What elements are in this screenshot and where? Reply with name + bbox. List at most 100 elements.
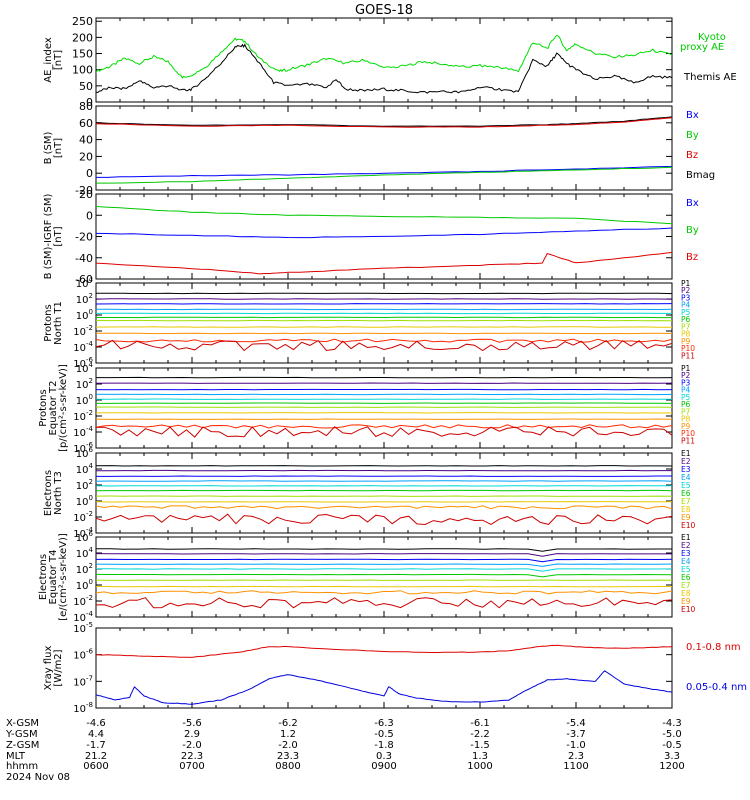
y-tick-label: 0 — [86, 167, 93, 180]
panel-data — [96, 548, 672, 609]
y-axis-label: North T3 — [53, 471, 64, 515]
ephem-value-hhmm: 0900 — [371, 761, 396, 772]
y-axis-label: Protons — [38, 389, 49, 426]
ephem-row-label: hhmm — [6, 761, 38, 772]
channel-line-9 — [96, 424, 672, 429]
ephem-row-label: MLT — [6, 751, 26, 762]
y-tick-label: 100 — [76, 578, 93, 592]
y-tick-label: 10-2 — [73, 324, 93, 338]
legend-label: E7 — [681, 497, 691, 506]
legend-label: E6 — [681, 573, 691, 582]
y-tick-label: 20 — [79, 150, 93, 163]
channel-line-0 — [96, 548, 672, 552]
legend-label: E1 — [681, 533, 691, 542]
plot-title: GOES-18 — [355, 3, 413, 18]
y-tick-label: 250 — [72, 15, 93, 28]
ephem-value-z: -1.7 — [86, 740, 106, 751]
y-tick-label: 100 — [72, 64, 93, 77]
ephem-value-mlt: 22.3 — [181, 751, 203, 762]
y-axis-label: Electrons — [43, 470, 54, 516]
y-axis-label: Electrons — [38, 554, 49, 600]
y-axis-label: Equator T2 — [48, 381, 59, 436]
legend-label: E9 — [681, 597, 691, 606]
legend-label: P3 — [681, 293, 691, 302]
series-line-1 — [96, 117, 672, 128]
y-tick-label: 100 — [76, 308, 93, 322]
panel-frame — [95, 452, 673, 534]
y-tick-label: 10-2 — [73, 594, 93, 608]
legend-label: E5 — [681, 481, 691, 490]
ephem-value-z: -1.0 — [566, 740, 586, 751]
legend-label: P7 — [681, 322, 691, 331]
y-tick-label: 60 — [79, 117, 93, 130]
y-tick-label: 106 — [76, 446, 94, 460]
y-tick-label: 102 — [76, 292, 93, 306]
ephem-value-hhmm: 1200 — [659, 761, 684, 772]
legend-label: P11 — [681, 436, 695, 445]
ephem-value-x: -4.6 — [86, 718, 106, 729]
legend-label: P10 — [681, 344, 695, 353]
legend-label: P1 — [681, 364, 691, 373]
channel-line-9 — [96, 338, 672, 343]
ephem-value-mlt: 3.3 — [664, 751, 680, 762]
ephem-value-x: -6.1 — [470, 718, 490, 729]
channel-line-1 — [96, 553, 672, 557]
legend-label: P10 — [681, 429, 695, 438]
panel-frame — [95, 282, 673, 364]
series-line-1 — [96, 670, 672, 705]
ephem-value-hhmm: 1000 — [467, 761, 492, 772]
legend-label: E2 — [681, 541, 691, 550]
legend-label: P2 — [681, 371, 691, 380]
legend-label: 0.05-0.4 nm — [686, 682, 747, 693]
y-axis-label: North T1 — [53, 301, 64, 345]
y-axis-label: [nT] — [53, 226, 64, 246]
ephem-value-mlt: 23.3 — [277, 751, 299, 762]
y-axis-label: Protons — [43, 304, 54, 341]
channel-line-3 — [96, 563, 672, 567]
ephem-row-label: Z-GSM — [6, 740, 39, 751]
y-axis-label: AE_index — [43, 37, 54, 83]
ephem-value-mlt: 1.3 — [472, 751, 488, 762]
ephem-value-y: -5.0 — [662, 729, 682, 740]
y-tick-label: 104 — [76, 462, 94, 476]
y-tick-label: 150 — [72, 48, 93, 61]
legend-label: E4 — [681, 473, 691, 482]
series-line-2 — [96, 251, 672, 275]
ephem-value-hhmm: 1100 — [563, 761, 588, 772]
panel-data — [96, 644, 672, 705]
y-tick-label: 80 — [79, 100, 93, 113]
legend-label: Bmag — [686, 170, 715, 181]
ephem-value-z: -2.0 — [278, 740, 298, 751]
legend-label: Bz — [686, 252, 698, 263]
legend-label: E4 — [681, 557, 691, 566]
y-axis-label: [nT] — [53, 138, 64, 158]
ephem-row-label: 2024 Nov 08 — [6, 772, 70, 783]
y-tick-label: -40 — [75, 252, 93, 265]
ephem-value-hhmm: 0800 — [275, 761, 300, 772]
ephem-value-y: 2.9 — [184, 729, 200, 740]
legend-label: P9 — [681, 422, 691, 431]
y-tick-label: 0 — [86, 96, 93, 109]
panel-p2: 10-6 10-4 10-2 100 102 104 Protons Equator T2 [p… — [38, 361, 695, 455]
panel-xray: 10-8 10-7 10-6 10-5 Xray flux [W/m2] 0.1-0.8 n… — [43, 621, 747, 715]
channel-line-10 — [96, 426, 672, 438]
legend-label: E9 — [681, 513, 691, 522]
legend-label: E10 — [681, 605, 696, 614]
ephem-value-mlt: 2.3 — [568, 751, 584, 762]
ephem-value-hhmm: 0600 — [83, 761, 108, 772]
series-line-0 — [96, 206, 672, 225]
ephem-value-z: -2.0 — [182, 740, 202, 751]
legend-label: E5 — [681, 565, 691, 574]
ephem-value-mlt: 0.3 — [376, 751, 392, 762]
legend-label: P5 — [681, 393, 691, 402]
panel-e2: 10-4 10-2 100 102 104 106 Electrons Equator T4[… — [38, 530, 696, 624]
legend-label: P6 — [681, 315, 691, 324]
legend-label: E2 — [681, 457, 691, 466]
legend-label: E8 — [681, 505, 691, 514]
panel-data — [96, 34, 672, 94]
channel-line-8 — [96, 505, 672, 510]
y-tick-label: 104 — [76, 546, 94, 560]
legend-label: E1 — [681, 449, 691, 458]
